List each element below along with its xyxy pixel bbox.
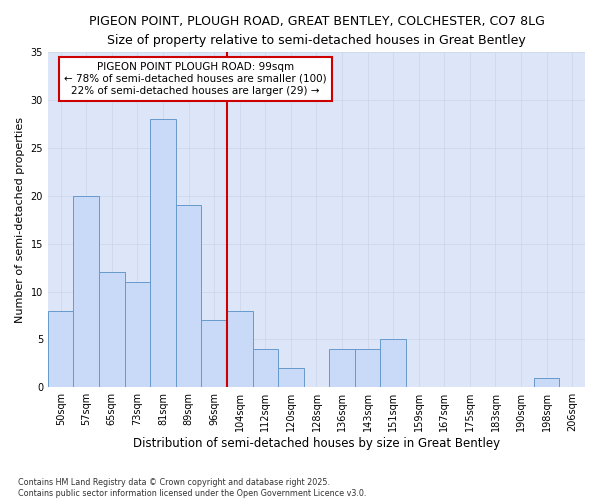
Bar [227,310,253,387]
Bar [355,349,380,387]
Bar [150,120,176,387]
Bar [202,320,227,387]
Bar [534,378,559,387]
Title: PIGEON POINT, PLOUGH ROAD, GREAT BENTLEY, COLCHESTER, CO7 8LG
Size of property r: PIGEON POINT, PLOUGH ROAD, GREAT BENTLEY… [89,15,544,47]
Bar [125,282,150,387]
Bar [99,272,125,387]
X-axis label: Distribution of semi-detached houses by size in Great Bentley: Distribution of semi-detached houses by … [133,437,500,450]
Bar [176,206,202,387]
Bar [380,340,406,387]
Bar [329,349,355,387]
Bar [253,349,278,387]
Text: PIGEON POINT PLOUGH ROAD: 99sqm
← 78% of semi-detached houses are smaller (100)
: PIGEON POINT PLOUGH ROAD: 99sqm ← 78% of… [64,62,327,96]
Bar [73,196,99,387]
Bar [278,368,304,387]
Bar [48,310,73,387]
Y-axis label: Number of semi-detached properties: Number of semi-detached properties [15,117,25,323]
Text: Contains HM Land Registry data © Crown copyright and database right 2025.
Contai: Contains HM Land Registry data © Crown c… [18,478,367,498]
